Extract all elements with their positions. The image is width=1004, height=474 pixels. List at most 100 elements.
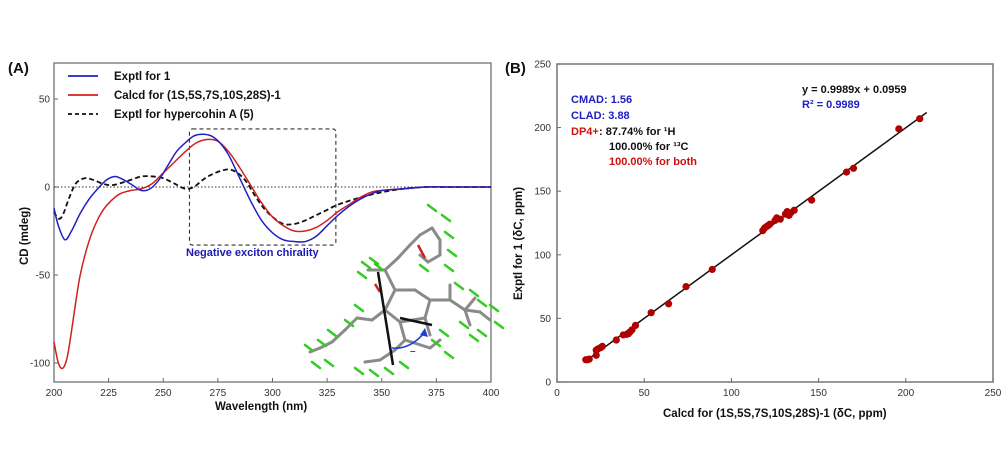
legend-entry: Calcd for (1S,5S,7S,10S,28S)-1 [114, 90, 281, 102]
scatter-point [612, 336, 620, 344]
x-tick-label: 275 [210, 388, 227, 399]
bond [423, 316, 432, 337]
bond [383, 288, 397, 312]
scatter-point [849, 164, 858, 172]
hydrogen-atom [368, 256, 380, 266]
x-tick-label: 200 [46, 388, 63, 399]
scatter-point [916, 115, 924, 123]
hydrogen-atom [426, 203, 438, 213]
hydrogen-atom [468, 333, 480, 343]
bond [418, 226, 434, 237]
oxygen-atom [416, 244, 427, 259]
scatter-point [842, 168, 851, 176]
bond [463, 308, 472, 327]
x-tick-label: 150 [810, 388, 827, 399]
y-tick-label: 250 [534, 60, 551, 71]
panel-a-label: (A) [8, 60, 29, 77]
scatter-point [585, 355, 593, 363]
x-tick-label: 100 [723, 388, 740, 399]
fit-equation: y = 0.9989x + 0.0959 [802, 84, 907, 96]
hydrogen-atom [443, 263, 455, 273]
y-tick-label: 100 [534, 250, 551, 261]
x-tick-label: 50 [639, 388, 651, 399]
panel-b-statistics: CMAD: 1.56 CLAD: 3.88 DP4+ : 87.74% for … [571, 84, 907, 168]
oxygen-atom [373, 283, 382, 293]
hydrogen-atom [443, 350, 455, 360]
y-tick-label: 150 [534, 187, 551, 198]
x-tick-label: 225 [100, 388, 117, 399]
hydrogen-atom [323, 358, 335, 368]
exciton-chirality-annotation: Negative exciton chirality [186, 247, 320, 259]
series-line-exptl-hypercohin [53, 168, 492, 226]
dp4-label: DP4+ [571, 126, 599, 138]
panel-b-nmr-correlation: (B) 0 50 100 150 200 250 0 50 100 150 200 250 CMAD:… [505, 60, 1002, 421]
arrow-head [420, 328, 428, 337]
hydrogen-atom [476, 298, 488, 308]
legend-entry: Exptl for 1 [114, 71, 171, 83]
transition-dipole-1 [376, 271, 395, 366]
bond [403, 338, 432, 350]
hydrogen-atom [398, 360, 410, 370]
hydrogen-atom [343, 318, 355, 328]
negative-sign: – [410, 346, 416, 357]
y-tick-label: 200 [534, 123, 551, 134]
scatter-point [708, 265, 716, 274]
bond [478, 310, 492, 322]
y-tick-label: 50 [540, 314, 552, 325]
x-tick-label: 400 [483, 388, 500, 399]
panel-a-legend: Exptl for 1 Calcd for (1S,5S,7S,10S,28S)-… [68, 71, 281, 121]
scatter-point [631, 321, 640, 329]
highlight-box [188, 128, 337, 246]
bond [355, 316, 374, 322]
dp4-c-value: 100.00% for ¹³C [609, 141, 689, 153]
hydrogen-atom [368, 368, 380, 378]
x-tick-label: 375 [428, 388, 445, 399]
bond [383, 268, 397, 292]
bond [408, 233, 422, 247]
hydrogen-atom [383, 366, 395, 376]
x-tick-label: 350 [373, 388, 390, 399]
hydrogen-atom [316, 338, 328, 348]
panel-b-label: (B) [505, 60, 526, 77]
hydrogen-atom [353, 366, 365, 376]
panel-a-x-axis-label: Wavelength (nm) [215, 401, 307, 413]
cmad-value: CMAD: 1.56 [571, 94, 632, 106]
clad-value: CLAD: 3.88 [571, 110, 630, 122]
hydrogen-atom [373, 262, 385, 272]
series-line-calcd [53, 138, 492, 370]
hydrogen-atom [440, 213, 452, 223]
scatter-point [895, 125, 903, 133]
hydrogen-atom [488, 303, 500, 313]
panel-a-y-axis-label: CD (mdeg) [19, 207, 31, 265]
hydrogen-atom [418, 263, 430, 273]
r-squared: R² = 0.9989 [802, 99, 860, 111]
hydrogen-atom [453, 281, 465, 291]
bond [370, 308, 387, 322]
hydrogen-atom [356, 270, 368, 280]
bond [413, 288, 432, 302]
y-tick-label: 0 [545, 378, 551, 389]
scatter-point [598, 342, 606, 350]
bond [463, 308, 482, 314]
hydrogen-atom [438, 328, 450, 338]
hydrogen-atom [430, 338, 442, 348]
hydrogen-atom [468, 288, 480, 298]
hydrogen-atom [493, 320, 505, 330]
bond [423, 298, 432, 320]
hydrogen-atom [443, 230, 455, 240]
dp4-both-value: 100.00% for both [609, 156, 697, 168]
series-line-exptl-1 [53, 133, 492, 243]
x-tick-label: 0 [554, 388, 560, 399]
panel-b-frame [556, 63, 994, 383]
y-tick-label: -100 [30, 359, 50, 370]
hydrogen-atom [360, 260, 372, 270]
scatter-point [790, 206, 798, 214]
x-tick-label: 200 [897, 388, 914, 399]
bond [363, 358, 382, 364]
panel-a-cd-spectra: (A) 200 225 250 275 300 325 350 375 400 50 0 -50 -10… [8, 60, 505, 413]
bond [398, 320, 407, 342]
panel-b-y-axis-label: Exptl for 1 (δC, ppm) [513, 187, 525, 300]
bond [383, 256, 400, 272]
scatter-point [682, 283, 690, 291]
